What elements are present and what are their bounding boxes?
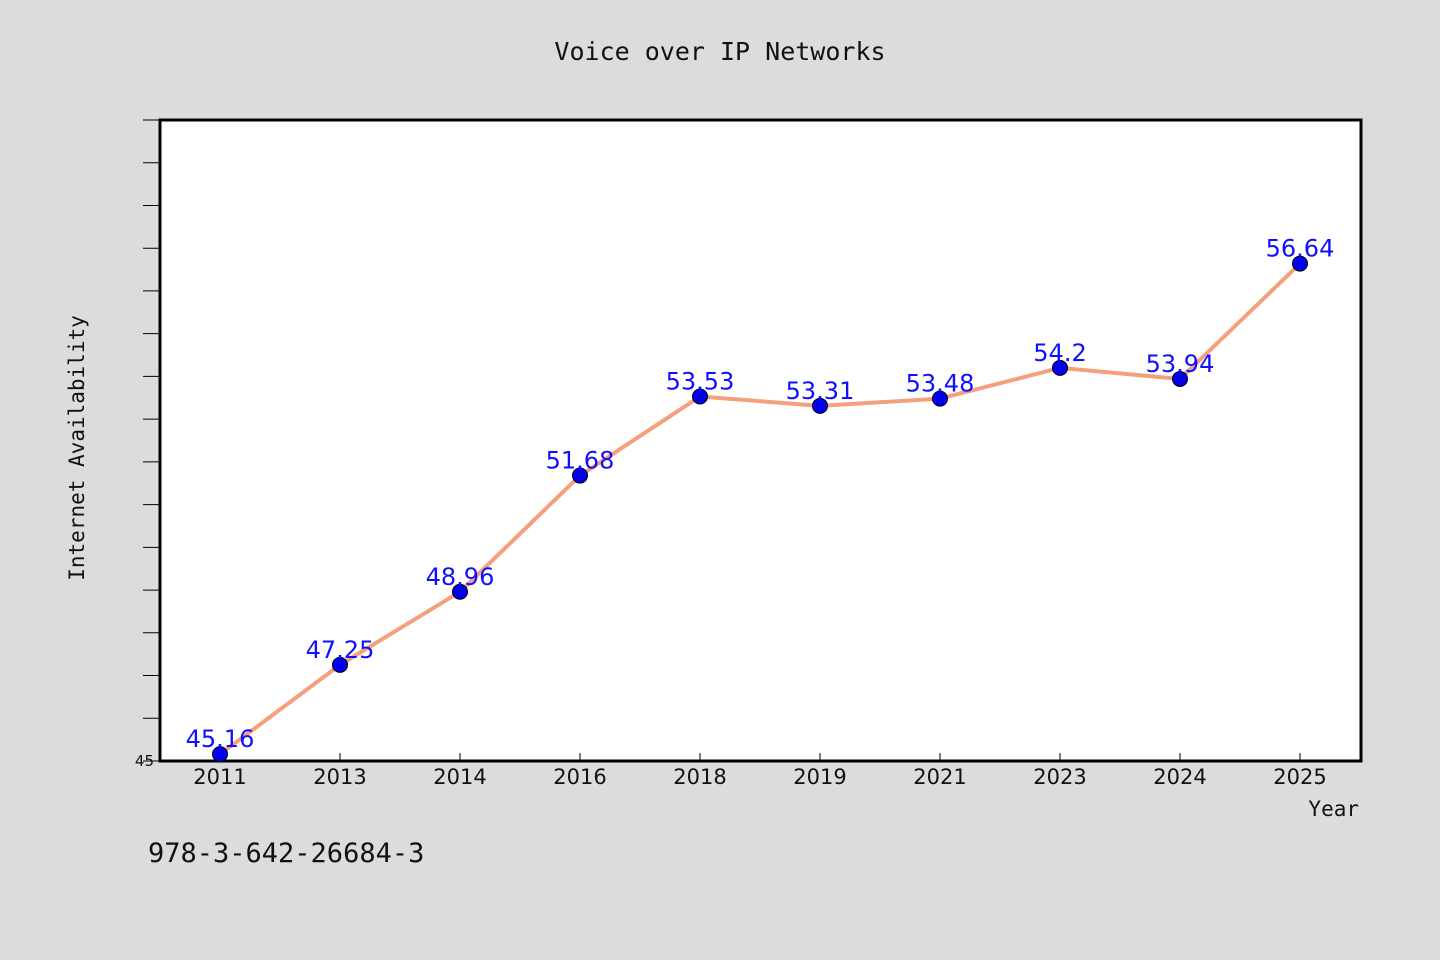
data-label: 47.25 — [306, 636, 375, 664]
data-point — [1292, 255, 1308, 272]
x-tick-label: 2011 — [193, 765, 246, 789]
y-axis-ticks: 45 — [135, 119, 160, 770]
x-tick-label: 2025 — [1273, 765, 1326, 789]
x-tick-label: 2019 — [793, 765, 846, 789]
x-tick-label: 2024 — [1153, 765, 1206, 789]
y-axis-label: Internet Availability — [65, 315, 89, 581]
data-point — [812, 397, 828, 414]
data-point — [1052, 359, 1068, 376]
series-line — [218, 262, 1302, 756]
x-axis-ticks: 2011 2013 2014 2016 2018 2019 2021 2023 2024 2025 — [193, 753, 1327, 789]
data-point — [932, 390, 948, 407]
data-label: 45.16 — [186, 725, 255, 753]
data-label: 51.68 — [546, 447, 615, 475]
data-label: 56.64 — [1266, 235, 1335, 263]
data-label: 53.48 — [906, 370, 975, 398]
data-label: 54.2 — [1033, 339, 1086, 367]
x-tick-label: 2013 — [313, 765, 366, 789]
data-label: 53.53 — [666, 367, 735, 395]
isbn-footnote: 978-3-642-26684-3 — [148, 838, 424, 869]
data-point — [452, 583, 468, 600]
x-tick-label: 2021 — [913, 765, 966, 789]
x-axis-label: Year — [1308, 797, 1359, 821]
x-tick-label: 2016 — [553, 765, 606, 789]
data-point — [692, 388, 708, 405]
data-label: 48.96 — [426, 563, 495, 591]
series-group — [212, 255, 1308, 763]
data-point — [212, 746, 228, 763]
y-tick-label: 45 — [135, 752, 154, 770]
data-labels: 45.16 47.25 48.96 51.68 53.53 53.31 53.48 54.2 5… — [186, 235, 1335, 754]
data-point — [332, 656, 348, 673]
chart-title: Voice over IP Networks — [554, 37, 885, 66]
x-tick-label: 2018 — [673, 765, 726, 789]
data-label: 53.31 — [786, 377, 855, 405]
data-point — [572, 467, 588, 484]
x-tick-label: 2014 — [433, 765, 486, 789]
data-point — [1172, 370, 1188, 387]
x-tick-label: 2023 — [1033, 765, 1086, 789]
data-label: 53.94 — [1146, 350, 1215, 378]
